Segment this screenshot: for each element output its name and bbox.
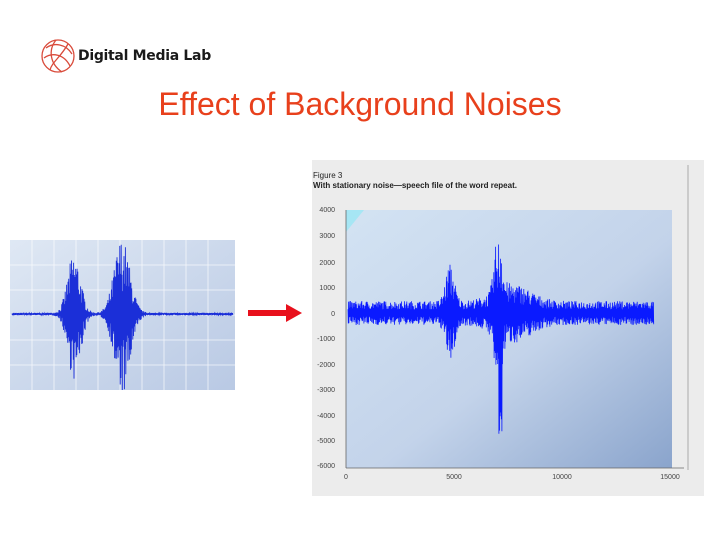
y-tick: 2000: [319, 260, 335, 267]
x-tick: 15000: [660, 474, 680, 481]
y-tick: -1000: [317, 336, 335, 343]
figure-label: Figure 3: [313, 171, 343, 180]
y-tick: 0: [331, 311, 335, 318]
figure-caption: With stationary noise—speech file of the…: [313, 181, 517, 190]
x-tick: 10000: [552, 474, 572, 481]
x-tick: 0: [344, 474, 348, 481]
y-tick: 4000: [319, 207, 335, 214]
digital-media-lab-logo-icon: [41, 39, 75, 73]
noisy-waveform-plot: [312, 165, 704, 496]
right-arrow-icon: [248, 304, 302, 322]
y-tick: 1000: [319, 285, 335, 292]
y-tick: -5000: [317, 438, 335, 445]
y-tick: -4000: [317, 413, 335, 420]
clean-speech-waveform: [10, 240, 235, 390]
y-tick: 3000: [319, 233, 335, 240]
y-tick: -6000: [317, 463, 335, 470]
y-tick: -3000: [317, 387, 335, 394]
logo-text: Digital Media Lab: [78, 48, 211, 64]
x-tick: 5000: [446, 474, 462, 481]
y-tick: -2000: [317, 362, 335, 369]
slide-title: Effect of Background Noises: [158, 86, 562, 122]
